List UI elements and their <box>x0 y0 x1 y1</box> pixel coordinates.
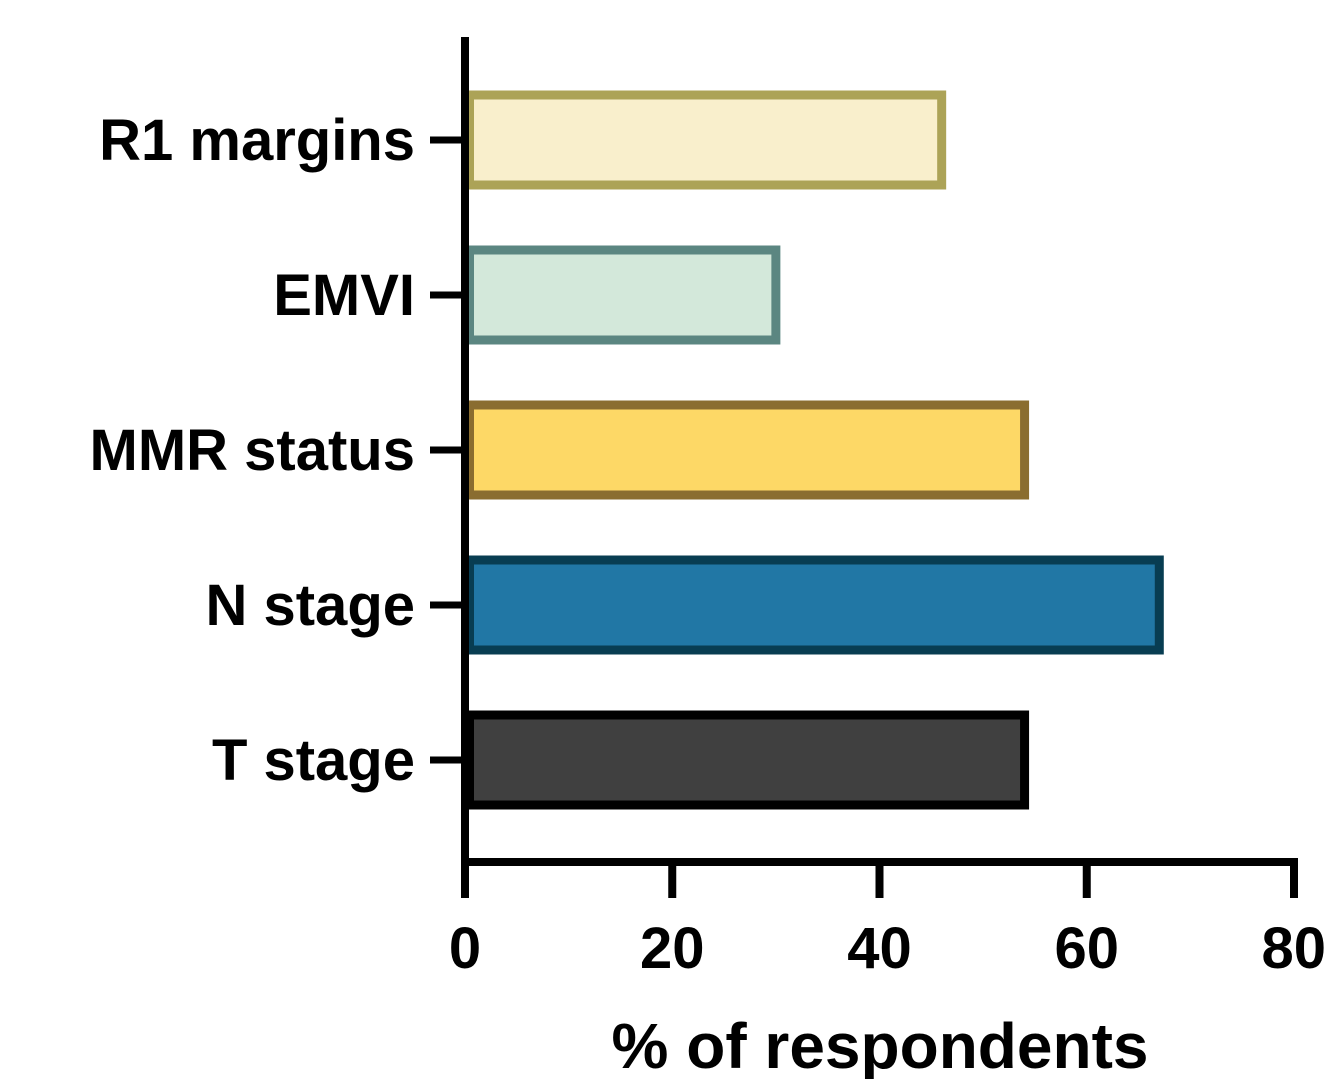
bar-n-stage <box>465 555 1164 655</box>
x-tick-label-40: 40 <box>847 916 912 981</box>
category-label-emvi: EMVI <box>273 263 415 328</box>
x-axis-ticks <box>461 858 1298 898</box>
category-label-n-stage: N stage <box>205 573 415 638</box>
x-tick-label-20: 20 <box>640 916 705 981</box>
y-axis-ticks <box>430 136 465 764</box>
bar-t-stage <box>465 710 1030 810</box>
x-axis-title: % of respondents <box>612 1010 1149 1079</box>
x-tick-label-60: 60 <box>1054 916 1119 981</box>
category-label-t-stage: T stage <box>212 728 415 793</box>
x-tick-label-80: 80 <box>1261 916 1326 981</box>
category-labels: R1 margins EMVI MMR status N stage T stage <box>90 108 415 793</box>
bar-r1-margins <box>465 90 947 190</box>
bars-layer <box>465 90 1164 810</box>
x-tick-label-0: 0 <box>449 916 481 981</box>
category-label-r1-margins: R1 margins <box>99 108 415 173</box>
bar-mmr-status <box>465 400 1030 500</box>
category-label-mmr-status: MMR status <box>90 418 415 483</box>
bar-emvi <box>465 245 781 345</box>
x-tick-labels: 0 20 40 60 80 <box>449 916 1326 981</box>
